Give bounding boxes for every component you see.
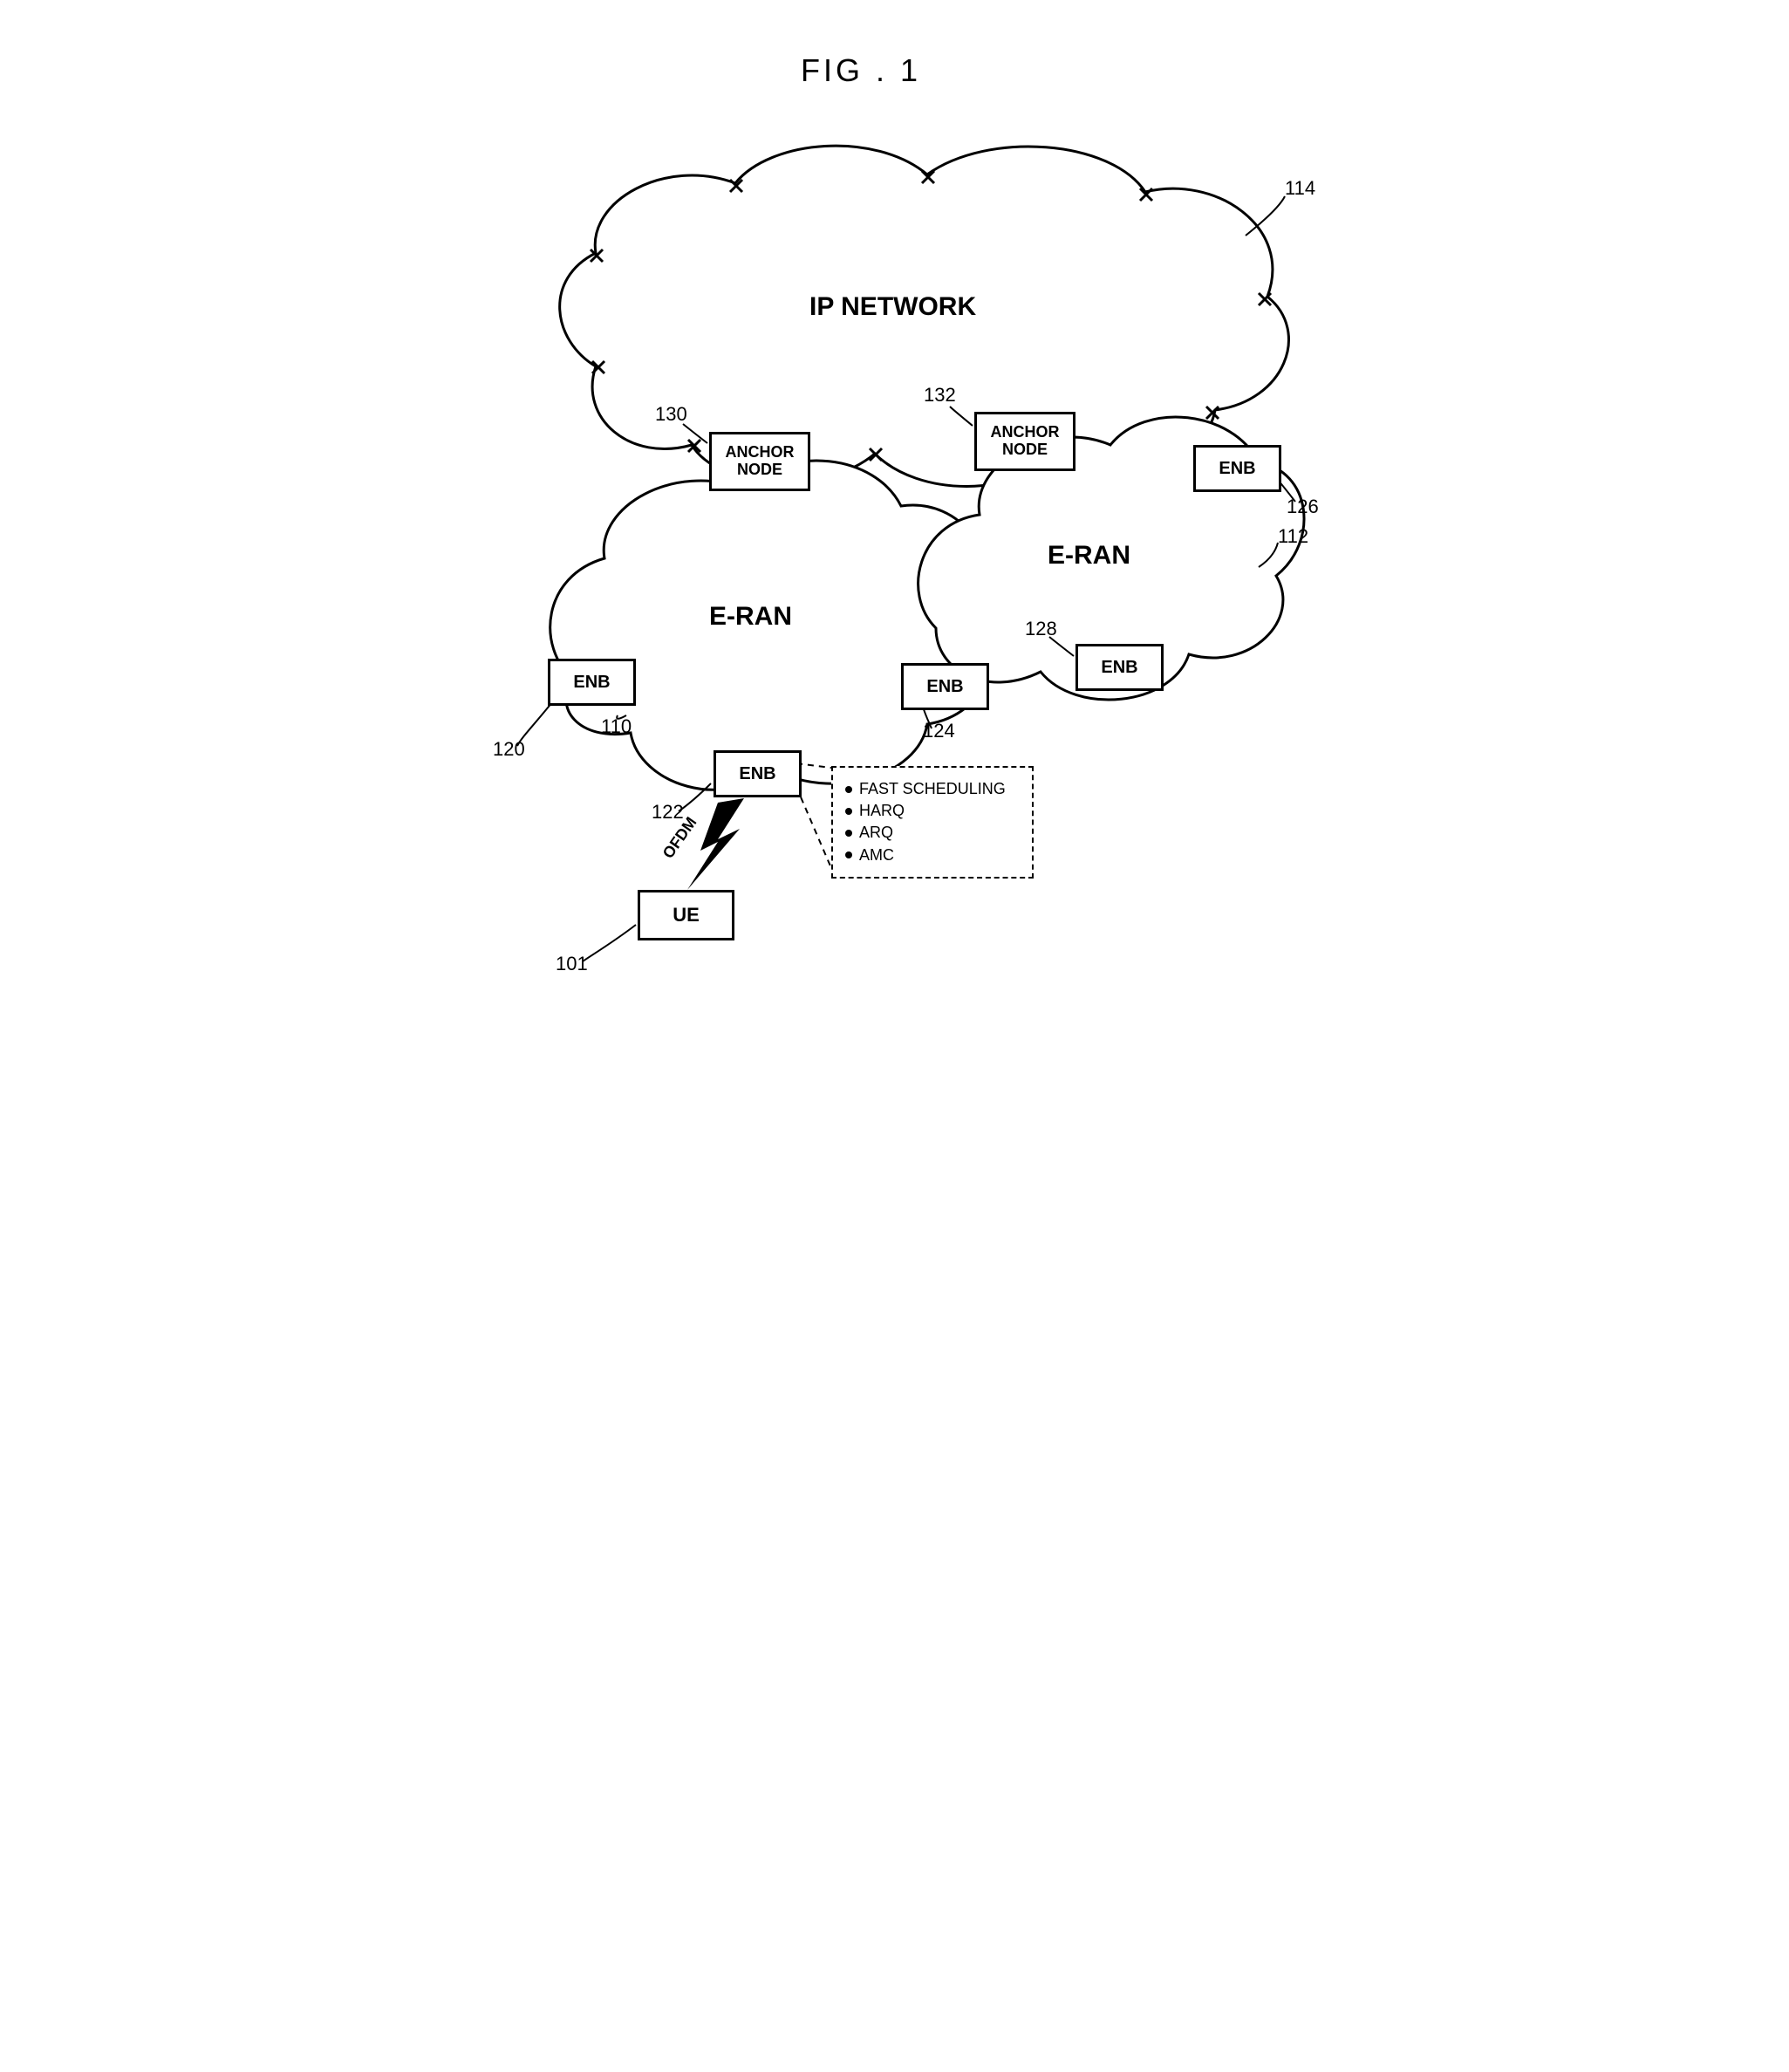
ue-node: UE — [638, 890, 734, 940]
ref-112: 112 — [1278, 525, 1308, 548]
cloud-ip-label: IP NETWORK — [809, 292, 976, 322]
figure-canvas: FIG . 1 — [447, 17, 1342, 1053]
callout-item: FAST SCHEDULING — [845, 778, 1020, 800]
ref-101: 101 — [556, 953, 588, 975]
callout-item: AMC — [845, 845, 1020, 866]
bullet-icon — [845, 786, 852, 793]
cloud-eran-left-label: E-RAN — [709, 602, 792, 632]
ref-114: 114 — [1285, 177, 1315, 200]
ref-110: 110 — [601, 715, 632, 738]
anchor-node-left: ANCHOR NODE — [709, 432, 810, 491]
lightning-bolt-icon — [687, 798, 744, 890]
enb-128: ENB — [1075, 644, 1164, 691]
callout-item: ARQ — [845, 822, 1020, 844]
ref-130: 130 — [655, 403, 687, 426]
bullet-icon — [845, 830, 852, 837]
svg-layer — [447, 17, 1342, 1053]
ref-122: 122 — [652, 801, 684, 824]
anchor-node-right: ANCHOR NODE — [974, 412, 1075, 471]
ref-120: 120 — [493, 738, 525, 761]
enb-120: ENB — [548, 659, 636, 706]
ref-132: 132 — [924, 384, 956, 407]
enb-feature-callout: FAST SCHEDULING HARQ ARQ AMC — [831, 766, 1034, 879]
bullet-icon — [845, 851, 852, 858]
enb-122: ENB — [714, 750, 802, 797]
ref-128: 128 — [1025, 618, 1057, 640]
callout-item: HARQ — [845, 800, 1020, 822]
figure-title: FIG . 1 — [801, 52, 921, 89]
enb-124: ENB — [901, 663, 989, 710]
callout-text: ARQ — [859, 822, 893, 844]
enb-126: ENB — [1193, 445, 1281, 492]
bullet-icon — [845, 808, 852, 815]
ref-124: 124 — [923, 720, 955, 742]
callout-text: FAST SCHEDULING — [859, 778, 1006, 800]
ref-126: 126 — [1287, 496, 1319, 518]
callout-text: AMC — [859, 845, 894, 866]
cloud-eran-right-label: E-RAN — [1048, 541, 1130, 571]
callout-text: HARQ — [859, 800, 905, 822]
